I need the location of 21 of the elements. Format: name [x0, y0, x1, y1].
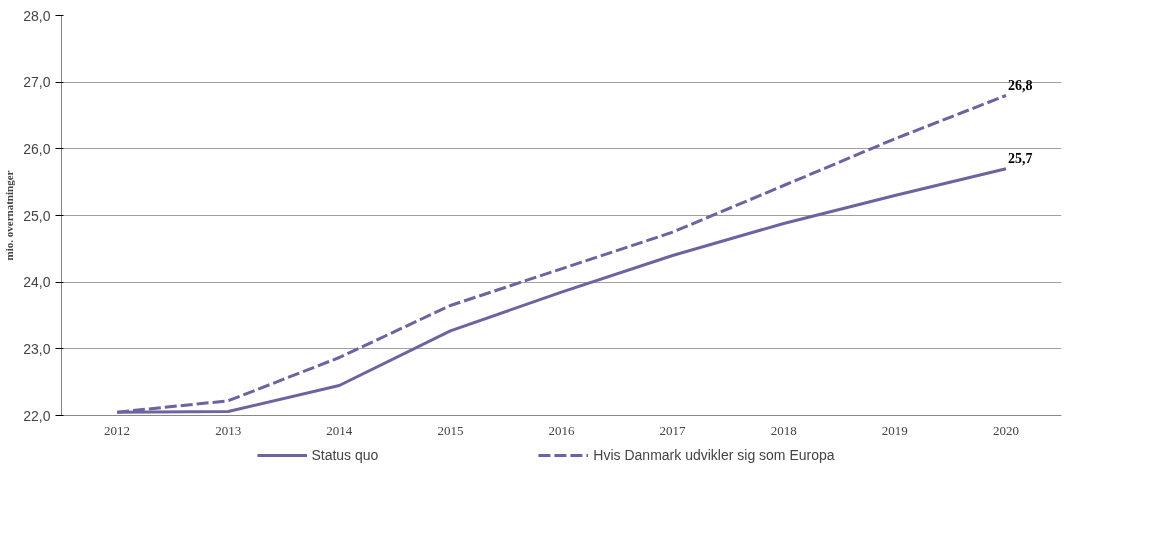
- legend-label: Status quo: [311, 447, 379, 463]
- x-tick-label: 2019: [881, 422, 908, 438]
- y-tick-label: 28,0: [23, 7, 51, 24]
- y-axis-title: mio. overnatninger: [3, 170, 16, 261]
- x-tick-label: 2017: [659, 422, 687, 438]
- x-tick-label: 2016: [548, 422, 575, 438]
- x-tick-label: 2018: [770, 422, 797, 438]
- y-tick-label: 22,0: [23, 407, 51, 424]
- y-tick-label: 24,0: [23, 274, 51, 291]
- x-tick-label: 2012: [104, 422, 131, 438]
- y-tick-label: 23,0: [23, 340, 51, 357]
- y-tick-label: 26,0: [23, 140, 51, 157]
- x-tick-label: 2015: [437, 422, 464, 438]
- legend-label: Hvis Danmark udvikler sig som Europa: [593, 447, 835, 463]
- y-tick-label: 27,0: [23, 74, 51, 91]
- x-tick-label: 2020: [992, 422, 1019, 438]
- y-tick-label: 25,0: [23, 207, 51, 224]
- data-label: 25,7: [1007, 150, 1033, 166]
- x-tick-label: 2013: [215, 422, 242, 438]
- x-tick-label: 2014: [326, 422, 353, 438]
- data-label: 26,8: [1007, 77, 1033, 93]
